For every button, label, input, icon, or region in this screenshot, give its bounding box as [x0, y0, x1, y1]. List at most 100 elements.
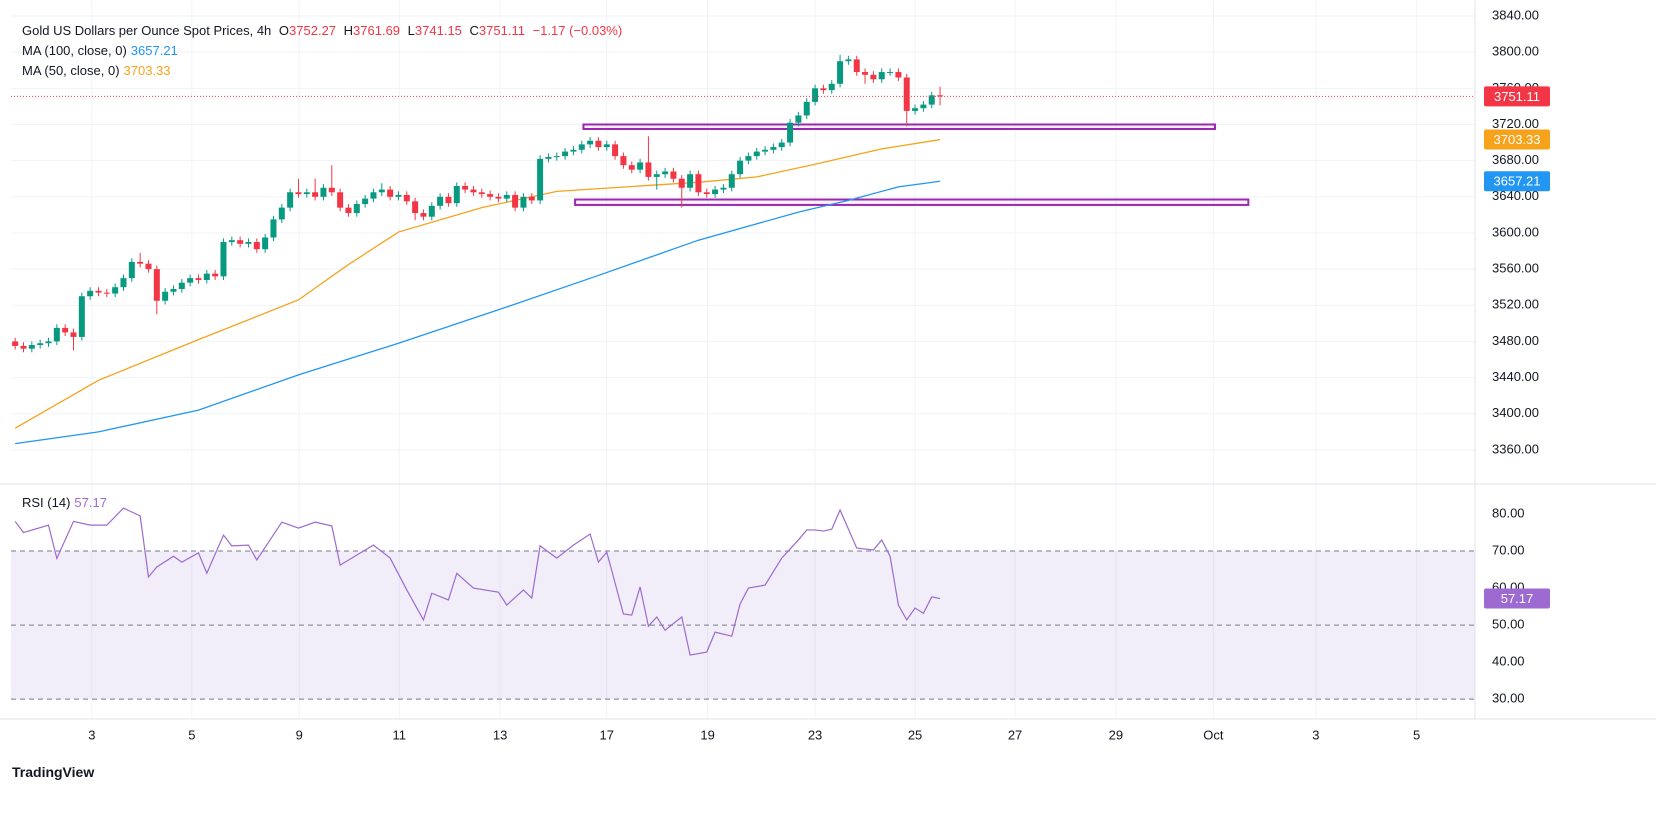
- price-label: 3657.21: [1494, 174, 1541, 189]
- candle-body: [578, 144, 585, 150]
- candle-body: [662, 171, 669, 175]
- value: 3741.15: [414, 23, 462, 38]
- candle-body: [112, 287, 119, 294]
- candle-body: [637, 162, 644, 170]
- price-label-box: [1484, 129, 1550, 150]
- candle-body: [878, 72, 885, 80]
- candle-body: [712, 189, 719, 195]
- candle-body: [645, 162, 652, 177]
- change: −1.17 (−0.03%): [532, 23, 623, 38]
- candle-body: [720, 187, 727, 190]
- candle-body: [70, 332, 77, 337]
- candle-body: [320, 187, 327, 197]
- candle-body: [345, 207, 352, 214]
- candle-body: [862, 72, 869, 75]
- candle-body: [787, 122, 794, 143]
- candle-body: [528, 196, 535, 201]
- candle-body: [20, 345, 27, 349]
- y-tick-label: 40.00: [1492, 654, 1525, 669]
- candle-body: [228, 240, 235, 242]
- label: H: [343, 23, 354, 38]
- candle-body: [28, 345, 35, 349]
- candle-body: [670, 171, 677, 179]
- candle-body: [903, 77, 910, 111]
- y-tick-label: 80.00: [1492, 505, 1525, 520]
- candle-body: [553, 156, 560, 158]
- candle-body: [587, 140, 594, 145]
- candle-body: [87, 290, 94, 297]
- x-tick-label: 23: [808, 727, 822, 742]
- candle-body: [387, 189, 394, 197]
- candle-body: [437, 196, 444, 206]
- candle-body: [570, 149, 577, 152]
- candle-body: [853, 59, 860, 73]
- y-tick-label: 3560.00: [1492, 261, 1539, 276]
- rsi-line: [14, 507, 941, 656]
- label: C: [469, 23, 479, 38]
- candle-body: [487, 194, 494, 197]
- candle-body: [353, 204, 360, 214]
- candle-body: [103, 292, 110, 294]
- watermark: TradingView: [12, 764, 95, 780]
- value: 3751.11: [478, 23, 525, 38]
- candle-body: [887, 72, 894, 74]
- x-tick-label: 27: [1008, 727, 1022, 742]
- candle-body: [178, 282, 185, 290]
- candle-body: [603, 144, 610, 148]
- label: MA (100, close, 0): [22, 43, 127, 58]
- x-tick-label: 19: [700, 727, 714, 742]
- candle-body: [153, 269, 160, 301]
- candle-body: [503, 194, 510, 199]
- price-label: 57.17: [1501, 591, 1534, 606]
- candle-body: [912, 108, 919, 111]
- y-tick-label: 3520.00: [1492, 297, 1539, 312]
- candle-body: [137, 261, 144, 264]
- x-tick-label: 3: [1312, 727, 1319, 742]
- candle-body: [53, 327, 60, 342]
- candle-body: [162, 291, 169, 301]
- candle-body: [478, 192, 485, 195]
- legend-ma100: MA (100, close, 0) 3657.21: [22, 43, 182, 58]
- legend-rsi: RSI (14) 57.17: [22, 495, 111, 510]
- y-tick-label: 30.00: [1492, 691, 1525, 706]
- candle-body: [803, 101, 810, 116]
- candle-body: [562, 151, 569, 157]
- candle-body: [512, 194, 519, 208]
- x-tick-label: Oct: [1203, 727, 1224, 742]
- candle-body: [762, 149, 769, 152]
- y-tick-label: 3800.00: [1492, 44, 1539, 59]
- candle-body: [495, 196, 502, 199]
- candle-body: [628, 165, 635, 170]
- candle-body: [45, 341, 52, 344]
- value: 3703.33: [123, 63, 171, 78]
- y-tick-label: 3480.00: [1492, 333, 1539, 348]
- x-tick-label: 11: [393, 727, 407, 742]
- candle-body: [245, 241, 252, 244]
- x-tick-label: 25: [908, 727, 922, 742]
- price-label: 3751.11: [1494, 89, 1540, 104]
- candle-body: [745, 156, 752, 161]
- candle-body: [870, 74, 877, 80]
- candle-body: [520, 196, 527, 208]
- candle-body: [170, 289, 177, 292]
- candle-body: [62, 327, 69, 333]
- candle-body: [820, 88, 827, 91]
- candle-body: [812, 88, 819, 102]
- candle-body: [120, 278, 127, 288]
- candle-body: [937, 95, 944, 97]
- candle-body: [145, 263, 152, 270]
- candle-body: [403, 194, 410, 202]
- x-tick-label: 13: [493, 727, 507, 742]
- candle-body: [895, 72, 902, 78]
- y-tick-label: 3600.00: [1492, 224, 1539, 239]
- candle-body: [653, 174, 660, 177]
- price-label-box: [1484, 588, 1550, 609]
- x-tick-label: 3: [88, 727, 95, 742]
- candle-body: [462, 185, 469, 190]
- legend-ohlc: Gold US Dollars per Ounce Spot Prices, 4…: [22, 23, 626, 38]
- label: L: [407, 23, 415, 38]
- y-tick-label: 3360.00: [1492, 441, 1539, 456]
- candle-body: [78, 296, 85, 337]
